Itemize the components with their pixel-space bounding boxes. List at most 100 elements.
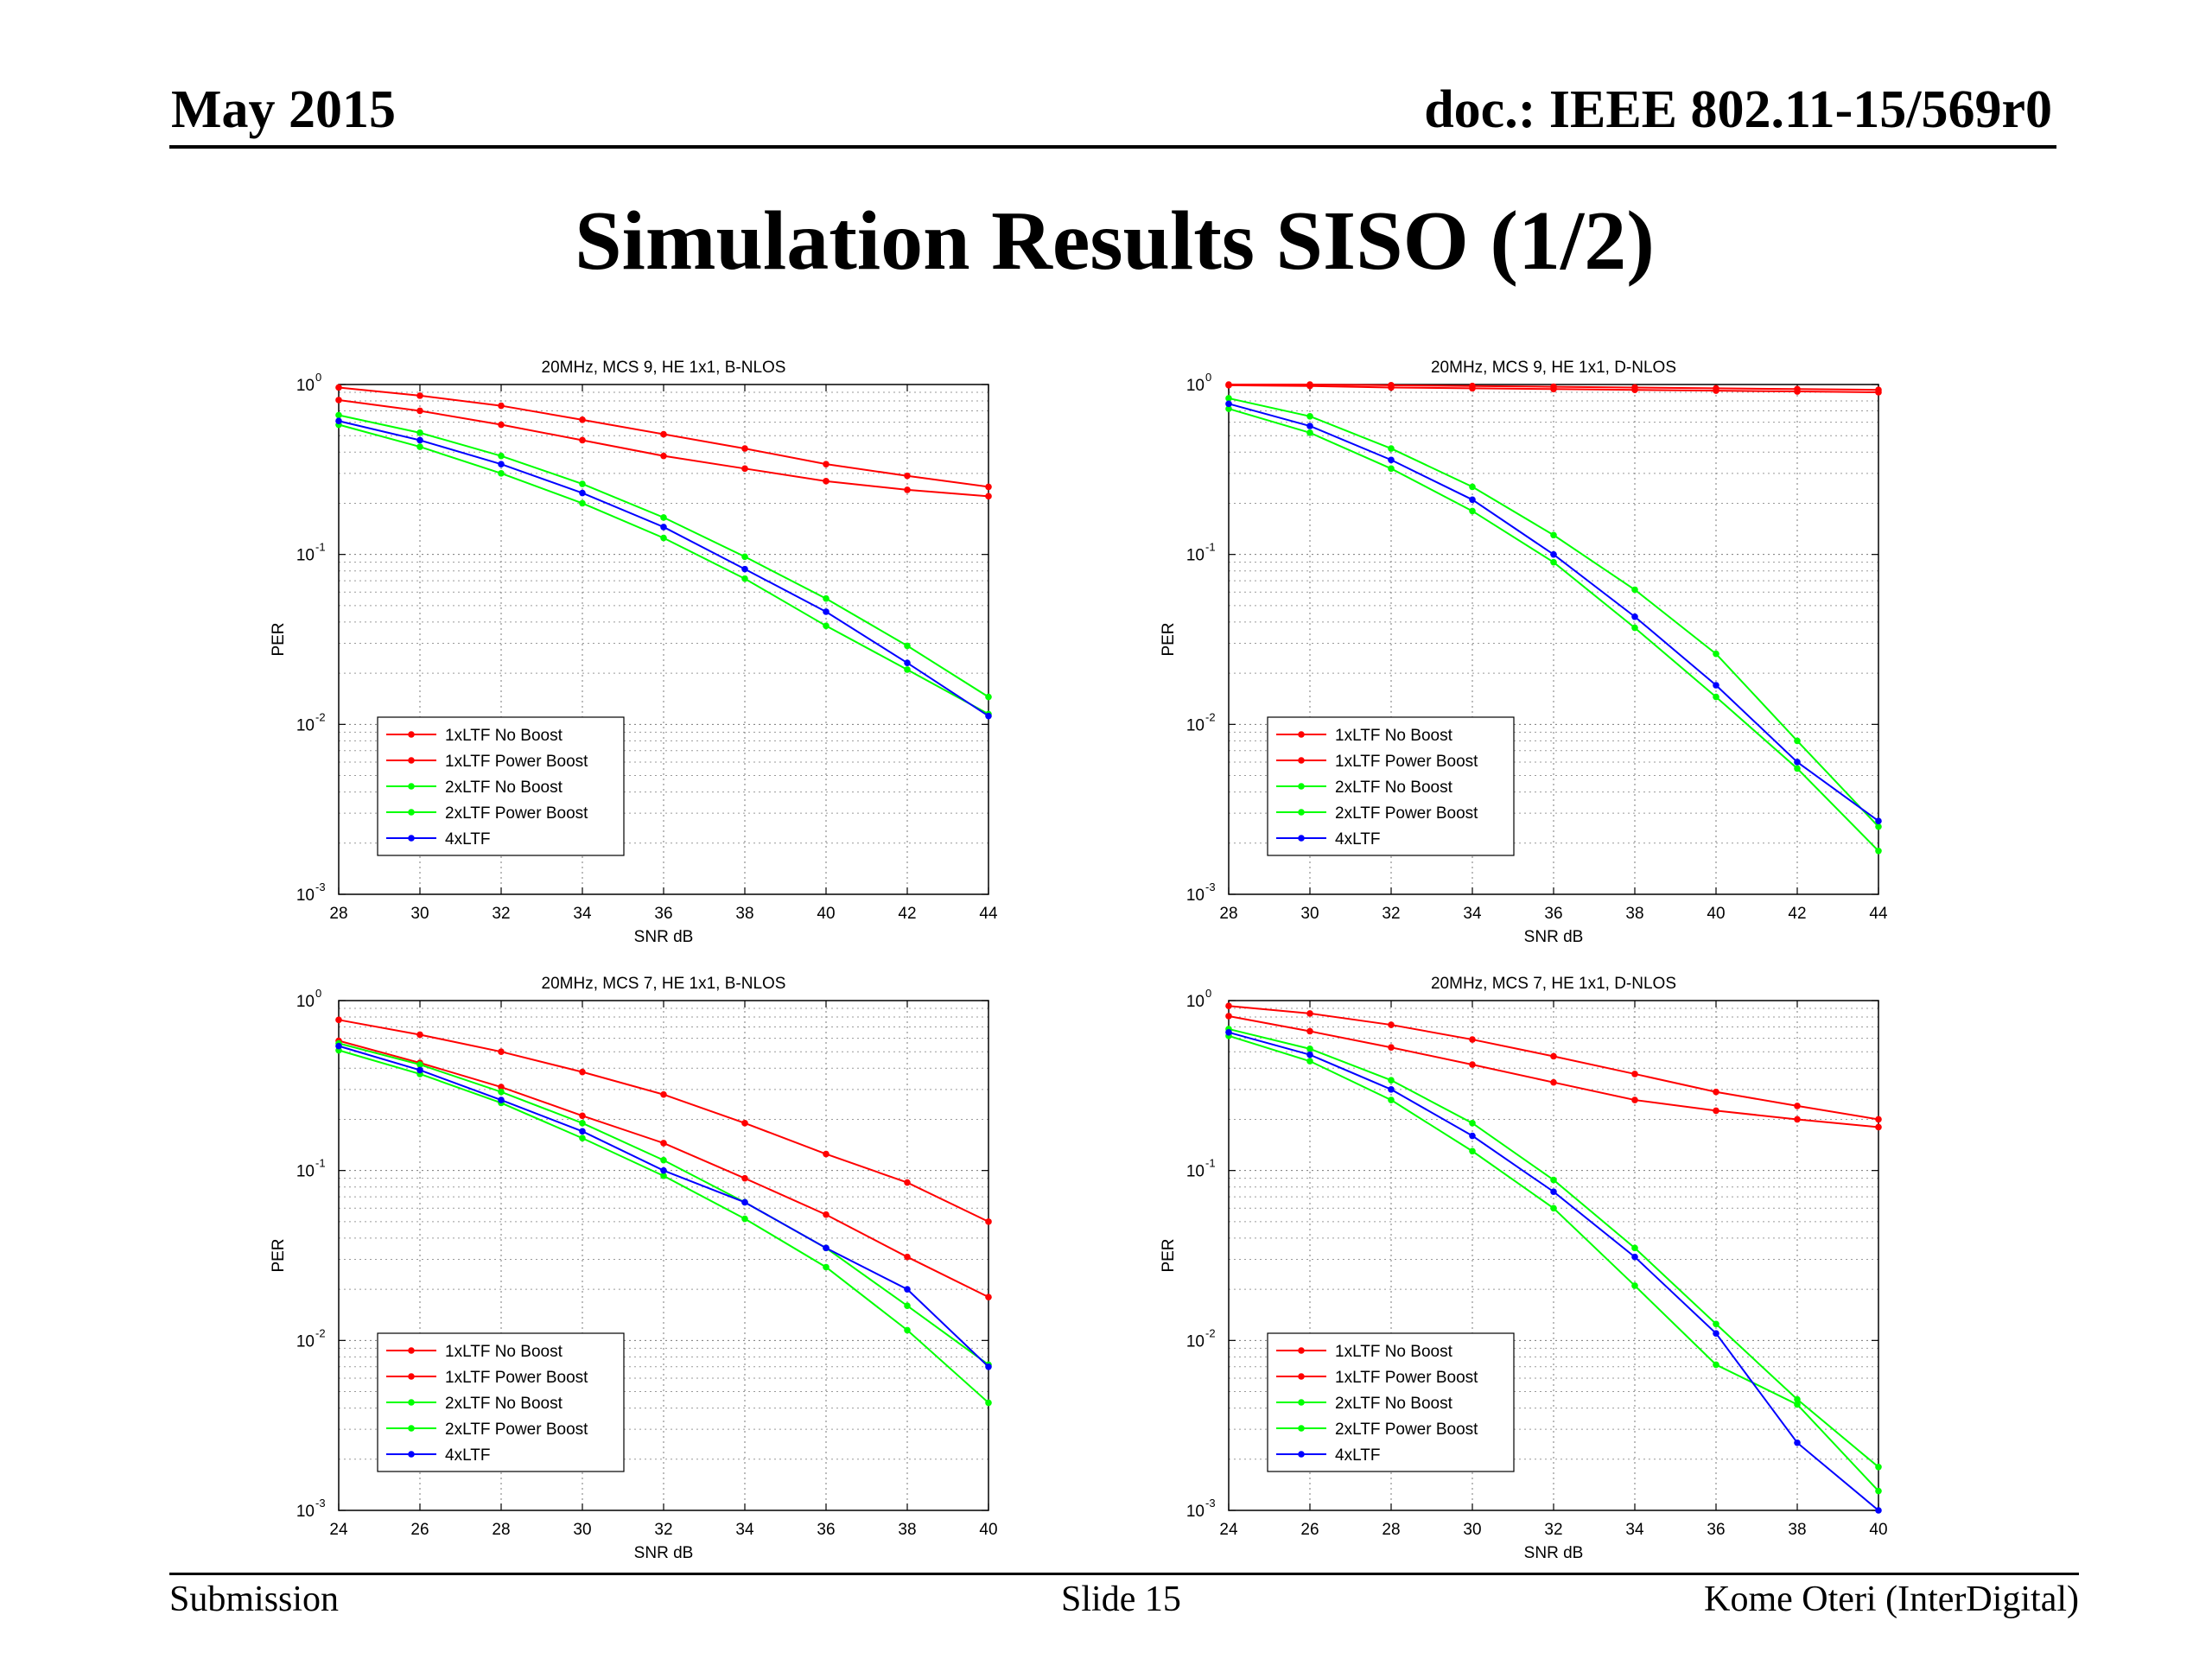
x-axis-label: SNR dB: [1524, 1544, 1584, 1562]
data-point: [579, 489, 586, 497]
legend-marker: [1298, 1399, 1305, 1406]
data-point: [1306, 1058, 1313, 1065]
data-point: [1469, 1061, 1476, 1068]
data-point: [498, 1088, 505, 1096]
y-tick-exponent: 0: [315, 371, 321, 384]
data-point: [1306, 412, 1313, 420]
data-point: [660, 1140, 667, 1147]
data-point: [1550, 385, 1557, 393]
y-tick-label: 10: [1186, 377, 1205, 395]
y-axis-label: PER: [270, 622, 288, 656]
footer-submission: Submission: [169, 1580, 340, 1619]
y-tick-exponent: 0: [1205, 987, 1211, 1000]
legend-label: 2xLTF Power Boost: [445, 1421, 588, 1439]
x-tick-label: 30: [1300, 905, 1319, 923]
y-tick-exponent: 0: [1205, 371, 1211, 384]
data-point: [660, 1173, 667, 1179]
x-tick-label: 40: [979, 1521, 997, 1539]
x-tick-label: 38: [1788, 1521, 1806, 1539]
legend-label: 1xLTF No Boost: [445, 727, 563, 745]
data-point: [904, 1302, 911, 1309]
data-point: [1550, 1188, 1557, 1196]
data-point: [579, 1120, 586, 1127]
y-tick-exponent: -3: [1205, 880, 1216, 893]
data-point: [1469, 483, 1476, 491]
legend-label: 2xLTF Power Boost: [1335, 804, 1478, 823]
y-tick-exponent: -3: [315, 880, 326, 893]
y-tick-label: 10: [1186, 887, 1205, 905]
data-point: [904, 1179, 911, 1186]
data-point: [1550, 550, 1557, 558]
legend-label: 2xLTF No Boost: [445, 779, 563, 797]
chart-title: 20MHz, MCS 9, HE 1x1, B-NLOS: [542, 359, 786, 377]
data-point: [1794, 388, 1801, 395]
x-tick-label: 26: [1300, 1521, 1319, 1539]
data-point: [1631, 613, 1638, 620]
data-point: [335, 417, 342, 425]
data-point: [579, 1112, 586, 1120]
data-point: [1794, 765, 1801, 772]
data-point: [904, 486, 911, 493]
data-point: [1469, 1036, 1476, 1043]
data-point: [1469, 1147, 1476, 1155]
data-point: [1713, 1320, 1719, 1328]
data-point: [1713, 1330, 1719, 1337]
y-tick-exponent: -1: [1205, 1157, 1216, 1170]
y-tick-label: 10: [1186, 1163, 1205, 1181]
data-point: [1388, 465, 1395, 473]
data-point: [904, 472, 911, 480]
y-axis-label: PER: [1160, 1238, 1178, 1272]
x-tick-label: 24: [1219, 1521, 1238, 1539]
data-point: [416, 436, 423, 444]
legend-marker: [1298, 1425, 1305, 1432]
data-point: [498, 402, 505, 410]
y-tick-label: 10: [1186, 716, 1205, 734]
data-point: [660, 524, 667, 531]
legend-label: 1xLTF Power Boost: [1335, 1369, 1478, 1387]
y-tick-label: 10: [296, 887, 315, 905]
data-point: [660, 514, 667, 521]
legend-label: 2xLTF Power Boost: [445, 804, 588, 823]
x-tick-label: 24: [329, 1521, 348, 1539]
data-point: [1875, 823, 1882, 830]
y-tick-exponent: -2: [315, 1326, 326, 1339]
data-point: [1631, 1071, 1638, 1077]
data-point: [1550, 1052, 1557, 1060]
data-point: [1713, 650, 1719, 658]
data-point: [1388, 445, 1395, 452]
data-point: [741, 553, 748, 561]
data-point: [1469, 496, 1476, 504]
data-point: [1306, 423, 1313, 429]
data-point: [335, 397, 342, 404]
x-tick-label: 28: [1219, 905, 1237, 923]
data-point: [1713, 1107, 1719, 1115]
data-point: [1631, 1096, 1638, 1103]
y-tick-exponent: 0: [315, 987, 321, 1000]
data-point: [741, 1215, 748, 1223]
data-point: [823, 461, 830, 467]
x-axis-label: SNR dB: [1524, 928, 1584, 946]
data-point: [823, 1244, 830, 1252]
data-point: [416, 392, 423, 399]
data-point: [904, 1286, 911, 1293]
data-point: [985, 712, 992, 720]
legend-label: 1xLTF No Boost: [445, 1343, 563, 1361]
x-tick-label: 28: [492, 1521, 510, 1539]
data-point: [1794, 759, 1801, 766]
data-point: [1225, 1028, 1232, 1036]
legend-marker: [1298, 1373, 1305, 1380]
y-tick-label: 10: [296, 377, 315, 395]
y-tick-label: 10: [296, 993, 315, 1011]
y-tick-exponent: -2: [315, 710, 326, 723]
x-tick-label: 30: [1463, 1521, 1481, 1539]
data-point: [1469, 1120, 1476, 1127]
data-point: [1388, 456, 1395, 464]
x-tick-label: 36: [654, 905, 672, 923]
data-point: [1306, 1027, 1313, 1035]
data-point: [660, 452, 667, 460]
y-tick-exponent: -2: [1205, 1326, 1216, 1339]
data-point: [741, 465, 748, 473]
legend-marker: [408, 835, 415, 842]
data-point: [823, 478, 830, 485]
data-point: [579, 1128, 586, 1135]
